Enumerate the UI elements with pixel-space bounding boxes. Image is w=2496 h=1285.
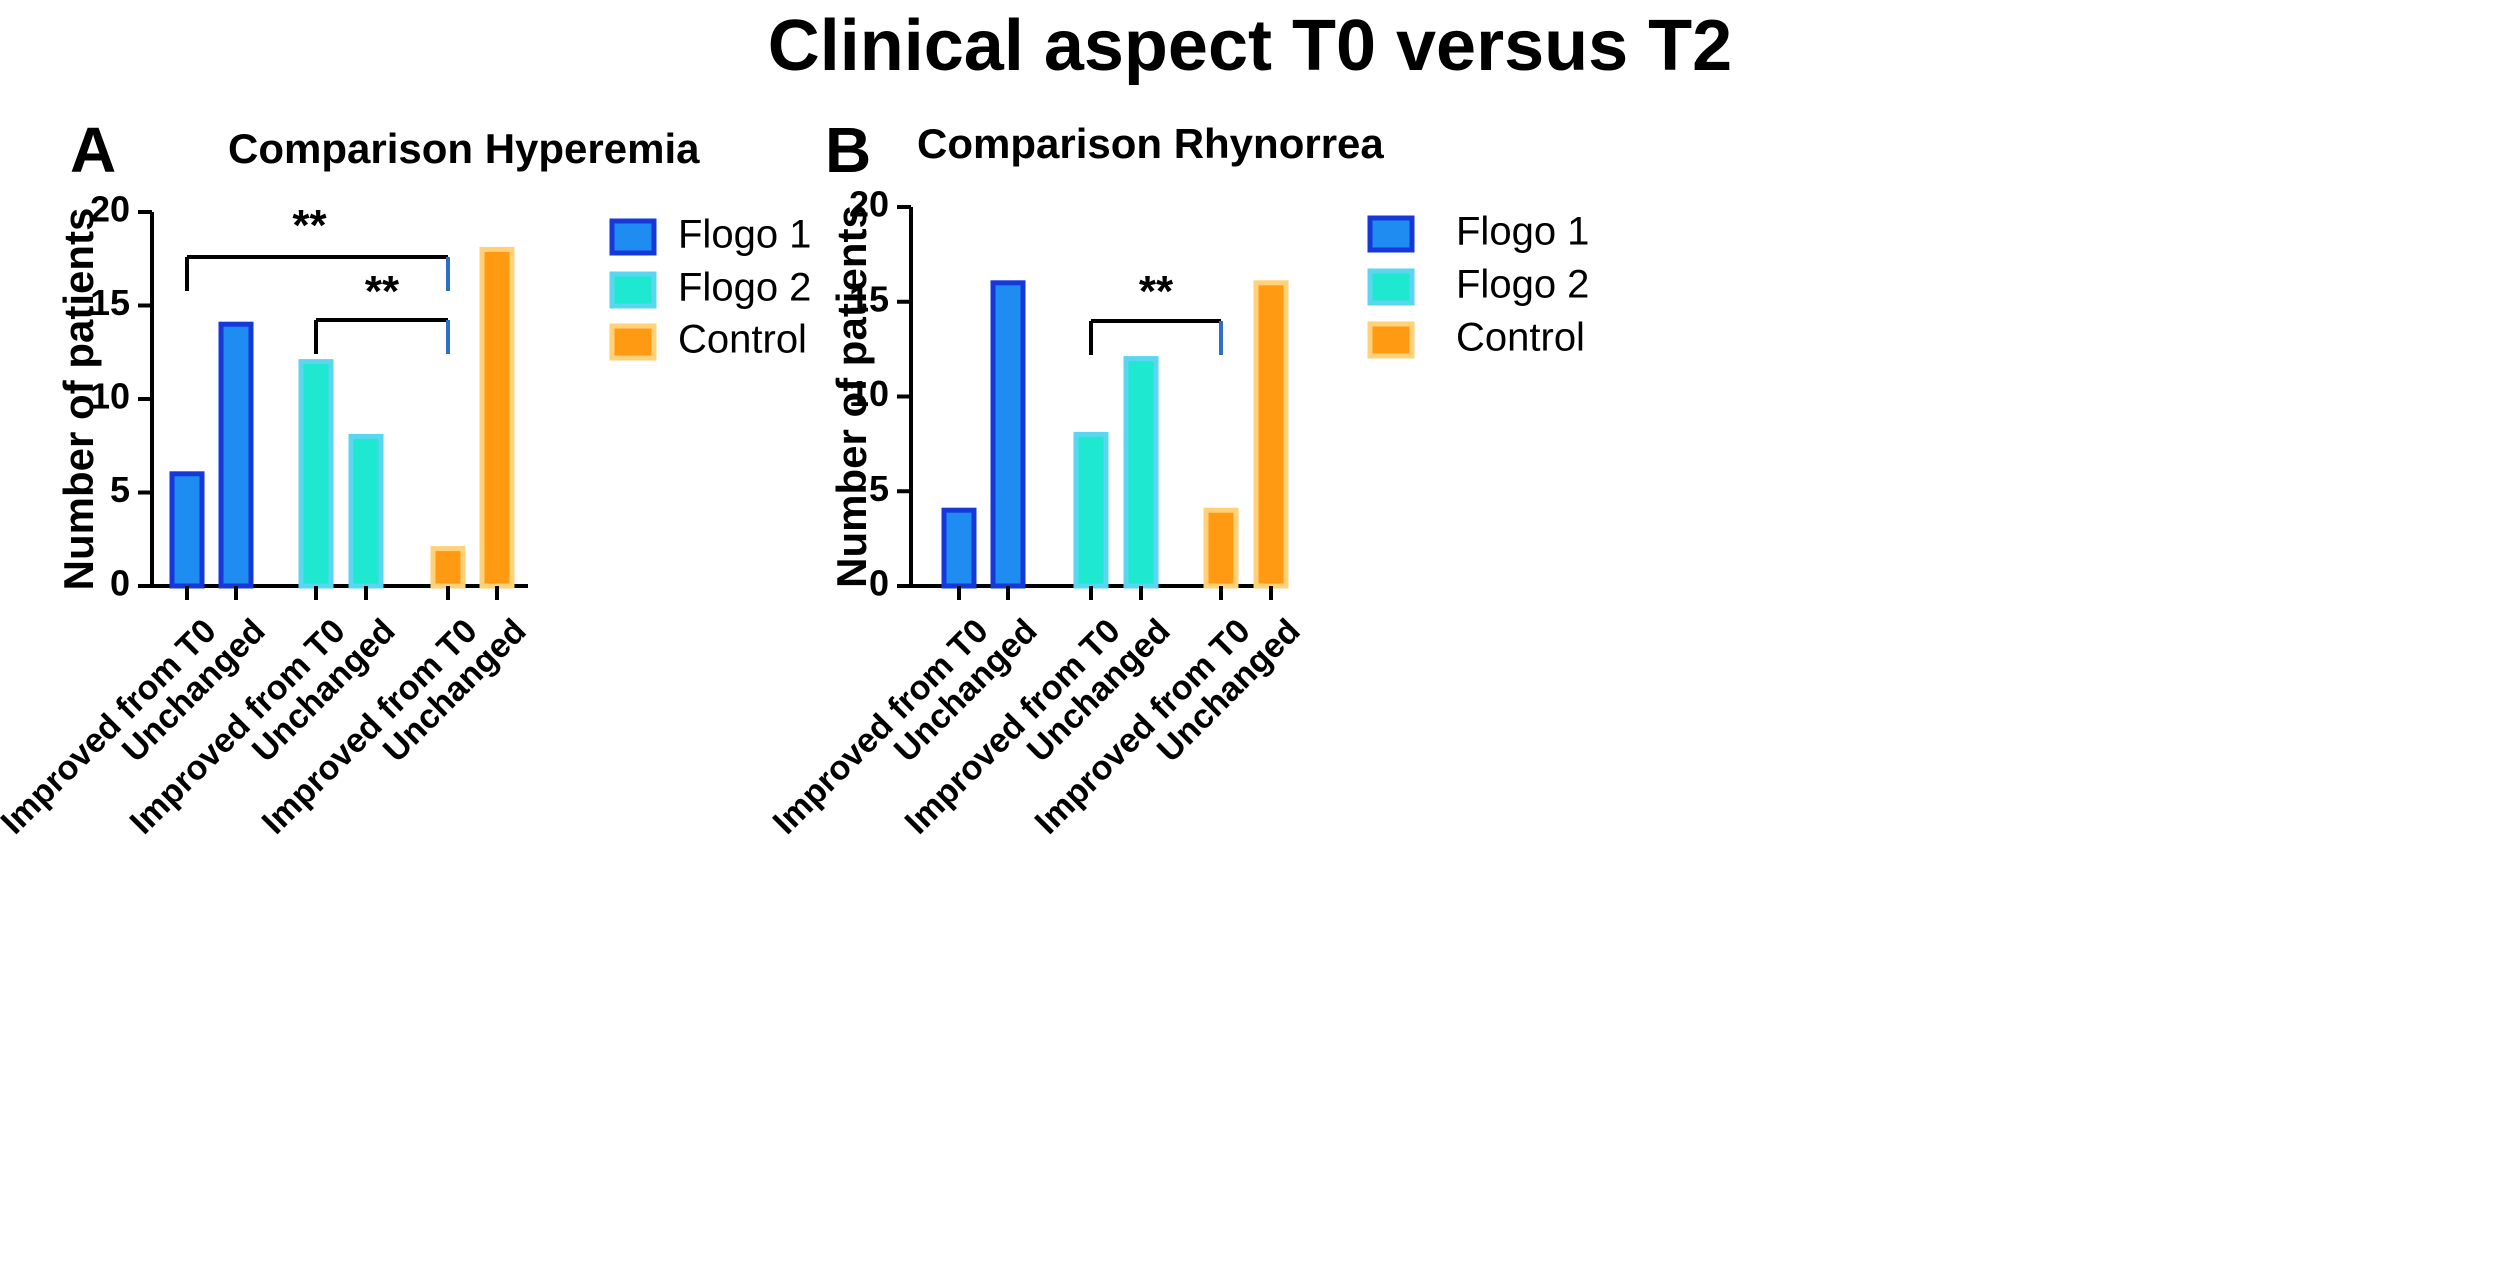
bar	[1123, 356, 1159, 589]
legend-label: Flogo 1	[1456, 210, 1589, 254]
legend-label: Flogo 2	[678, 266, 811, 310]
y-axis-label: Number of patients	[55, 208, 102, 591]
panel-b: B Comparison Rhynorrea Number of patients0…	[766, 114, 1590, 842]
bar	[1253, 280, 1289, 589]
bar	[218, 321, 254, 589]
y-axis-label: Number of patients	[828, 205, 875, 588]
y-tick-label: 15	[849, 278, 889, 319]
x-tick-label: Improved from T0	[766, 612, 996, 842]
legend-swatch	[609, 271, 657, 309]
legend-swatch	[609, 323, 657, 361]
y-tick-label: 20	[849, 184, 889, 225]
bar	[348, 433, 384, 589]
legend-label: Flogo 1	[678, 213, 811, 257]
y-tick-label: 10	[849, 373, 889, 414]
significance-label: **	[365, 267, 400, 316]
y-tick-label: 10	[90, 376, 130, 417]
y-tick-label: 5	[869, 468, 889, 509]
legend-swatch	[1367, 268, 1415, 306]
significance-label: **	[1139, 267, 1174, 316]
chart-title: Comparison Hyperemia	[228, 125, 700, 172]
bar	[990, 280, 1026, 589]
y-tick-label: 0	[110, 563, 130, 604]
chart-title: Comparison Rhynorrea	[917, 120, 1384, 167]
x-tick-label: Improved from T0	[0, 612, 224, 842]
legend-swatch	[609, 218, 657, 256]
bar	[430, 546, 466, 589]
legend-swatch	[1367, 321, 1415, 359]
bar	[1203, 507, 1239, 589]
panel-letter: B	[825, 114, 871, 186]
bar	[1073, 431, 1109, 589]
legend-label: Control	[1456, 316, 1585, 360]
bar	[479, 246, 515, 589]
legend-label: Control	[678, 318, 807, 362]
legend-label: Flogo 2	[1456, 263, 1589, 307]
bar	[298, 359, 334, 589]
y-tick-label: 5	[110, 469, 130, 510]
figure-title: Clinical aspect T0 versus T2	[768, 6, 1732, 86]
y-tick-label: 15	[90, 282, 130, 323]
significance-label: **	[292, 201, 327, 250]
y-tick-label: 0	[869, 563, 889, 604]
panel-letter: A	[70, 114, 116, 186]
bar	[169, 471, 205, 589]
bar	[941, 507, 977, 589]
panel-a: A Comparison Hyperemia Number of patients 0…	[0, 114, 811, 842]
y-tick-label: 20	[90, 189, 130, 230]
legend-swatch	[1367, 215, 1415, 253]
